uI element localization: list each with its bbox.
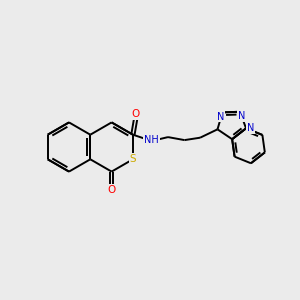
Text: N: N bbox=[247, 123, 254, 133]
Text: N: N bbox=[238, 111, 245, 121]
Text: O: O bbox=[132, 109, 140, 119]
Text: O: O bbox=[107, 184, 116, 195]
Text: S: S bbox=[130, 154, 136, 164]
Text: NH: NH bbox=[144, 135, 159, 145]
Text: N: N bbox=[217, 112, 225, 122]
